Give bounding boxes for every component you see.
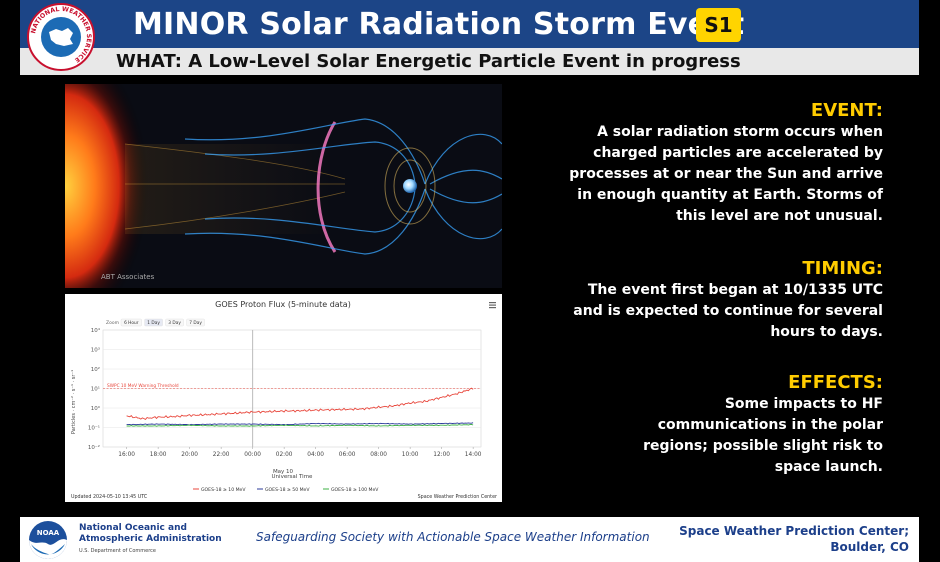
- event-heading: EVENT:: [810, 100, 883, 121]
- x-tick-label: 02:00: [276, 452, 293, 458]
- x-tick-label: 00:00: [244, 452, 261, 458]
- x-tick-label: 20:00: [181, 452, 198, 458]
- x-axis-title: Universal Time: [272, 474, 314, 480]
- timing-heading: TIMING:: [802, 258, 883, 279]
- zoom-button-label: 3 Day: [168, 320, 181, 326]
- effects-line: space launch.: [774, 459, 883, 475]
- zoom-button-label: 7 Day: [189, 320, 202, 326]
- date-label: May 10: [273, 469, 294, 475]
- effects-body: Some impacts to HF communications in the…: [520, 394, 883, 478]
- x-tick-label: 22:00: [213, 452, 230, 458]
- illustration-credit: ABT Associates: [101, 273, 155, 281]
- x-tick-label: 10:00: [402, 452, 419, 458]
- noaa-name-line: Atmospheric Administration: [79, 534, 222, 544]
- footer: NOAA National Oceanic and Atmospheric Ad…: [20, 517, 919, 562]
- updated-timestamp: Updated 2024-05-10 13:45 UTC: [71, 494, 148, 500]
- legend-label: GOES-18 ≥ 10 MeV: [201, 487, 246, 493]
- y-tick-label: 10¹: [91, 386, 100, 393]
- y-tick-label: 10²: [91, 366, 100, 373]
- event-line: this level are not unusual.: [676, 208, 883, 224]
- effects-section: EFFECTS: Some impacts to HF communicatio…: [520, 372, 883, 478]
- zoom-button-bg: [144, 318, 163, 327]
- event-line: A solar radiation storm occurs when: [597, 124, 883, 140]
- x-tick-label: 16:00: [118, 452, 135, 458]
- y-tick-label: 10⁴: [91, 327, 101, 334]
- timing-line: hours to days.: [770, 324, 883, 340]
- timing-section: TIMING: The event first began at 10/1335…: [520, 258, 883, 343]
- zoom-button[interactable]: 1 Day: [144, 318, 163, 327]
- y-tick-label: 10⁰: [91, 405, 101, 412]
- chart-title: GOES Proton Flux (5-minute data): [215, 300, 351, 309]
- zoom-button-label: 6 Hour: [124, 320, 139, 326]
- x-tick-label: 18:00: [150, 452, 167, 458]
- noaa-name: National Oceanic and Atmospheric Adminis…: [79, 523, 222, 545]
- proton-flux-graph-panel: GOES Proton Flux (5-minute data) Zoom 6 …: [65, 294, 502, 502]
- event-line: in enough quantity at Earth. Storms of: [577, 187, 883, 203]
- noaa-logo-text: NOAA: [37, 529, 60, 537]
- page-subtitle: WHAT: A Low-Level Solar Energetic Partic…: [116, 51, 741, 72]
- tagline: Safeguarding Society with Actionable Spa…: [256, 530, 650, 544]
- swpc-name: Space Weather Prediction Center;: [679, 524, 909, 538]
- series-line-2: [126, 424, 474, 427]
- noaa-department: U.S. Department of Commerce: [79, 548, 156, 554]
- page-title: MINOR Solar Radiation Storm Event: [133, 7, 745, 42]
- zoom-button-bg: [120, 318, 142, 327]
- x-tick-label: 04:00: [307, 452, 324, 458]
- nws-logo: NATIONAL WEATHER SERVICE: [27, 3, 95, 71]
- timing-line: and is expected to continue for several: [573, 303, 883, 319]
- timing-line: The event first began at 10/1335 UTC: [587, 282, 883, 298]
- scale-badge: S1: [696, 8, 741, 42]
- zoom-button-label: 1 Day: [147, 320, 160, 326]
- title-bar: MINOR Solar Radiation Storm Event S1: [20, 0, 919, 48]
- swpc-location: Space Weather Prediction Center; Boulder…: [679, 523, 909, 555]
- zoom-button[interactable]: 6 Hour: [120, 318, 142, 327]
- zoom-button-bg: [186, 318, 205, 327]
- event-line: processes at or near the Sun and arrive: [569, 166, 883, 182]
- event-body: A solar radiation storm occurs when char…: [520, 122, 883, 227]
- menu-icon[interactable]: [489, 302, 496, 309]
- effects-line: communications in the polar: [657, 417, 883, 433]
- event-line: charged particles are accelerated by: [593, 145, 883, 161]
- zoom-label: Zoom: [106, 320, 119, 326]
- legend-label: GOES-18 ≥ 50 MeV: [265, 487, 310, 493]
- x-tick-label: 14:00: [465, 452, 482, 458]
- graph-credit: Space Weather Prediction Center: [418, 494, 497, 500]
- x-tick-label: 12:00: [433, 452, 450, 458]
- y-tick-label: 10⁻²: [88, 444, 100, 451]
- x-tick-label: 08:00: [370, 452, 387, 458]
- timing-body: The event first began at 10/1335 UTC and…: [520, 280, 883, 343]
- event-section: EVENT: A solar radiation storm occurs wh…: [520, 100, 883, 227]
- legend-label: GOES-18 ≥ 100 MeV: [331, 487, 379, 493]
- y-tick-label: 10⁻¹: [88, 425, 100, 432]
- subtitle-bar: WHAT: A Low-Level Solar Energetic Partic…: [20, 48, 919, 75]
- y-tick-label: 10³: [91, 347, 100, 354]
- zoom-button-bg: [165, 318, 184, 327]
- zoom-button[interactable]: 7 Day: [186, 318, 205, 327]
- x-tick-label: 06:00: [339, 452, 356, 458]
- y-axis-title: Particles · cm⁻² · s⁻¹ · sr⁻¹: [71, 370, 77, 434]
- proton-flux-chart: GOES Proton Flux (5-minute data) Zoom 6 …: [71, 300, 497, 500]
- series-line-1: [126, 422, 474, 426]
- noaa-name-line: National Oceanic and: [79, 523, 187, 533]
- zoom-button[interactable]: 3 Day: [165, 318, 184, 327]
- series-line-0: [126, 387, 474, 420]
- noaa-logo: NOAA: [29, 521, 67, 559]
- threshold-label: SWPC 10 MeV Warning Threshold: [107, 383, 179, 389]
- effects-line: Some impacts to HF: [724, 396, 883, 412]
- magnetosphere-illustration: [65, 84, 502, 288]
- effects-heading: EFFECTS:: [788, 372, 883, 393]
- effects-line: regions; possible slight risk to: [643, 438, 883, 454]
- swpc-city: Boulder, CO: [830, 540, 909, 554]
